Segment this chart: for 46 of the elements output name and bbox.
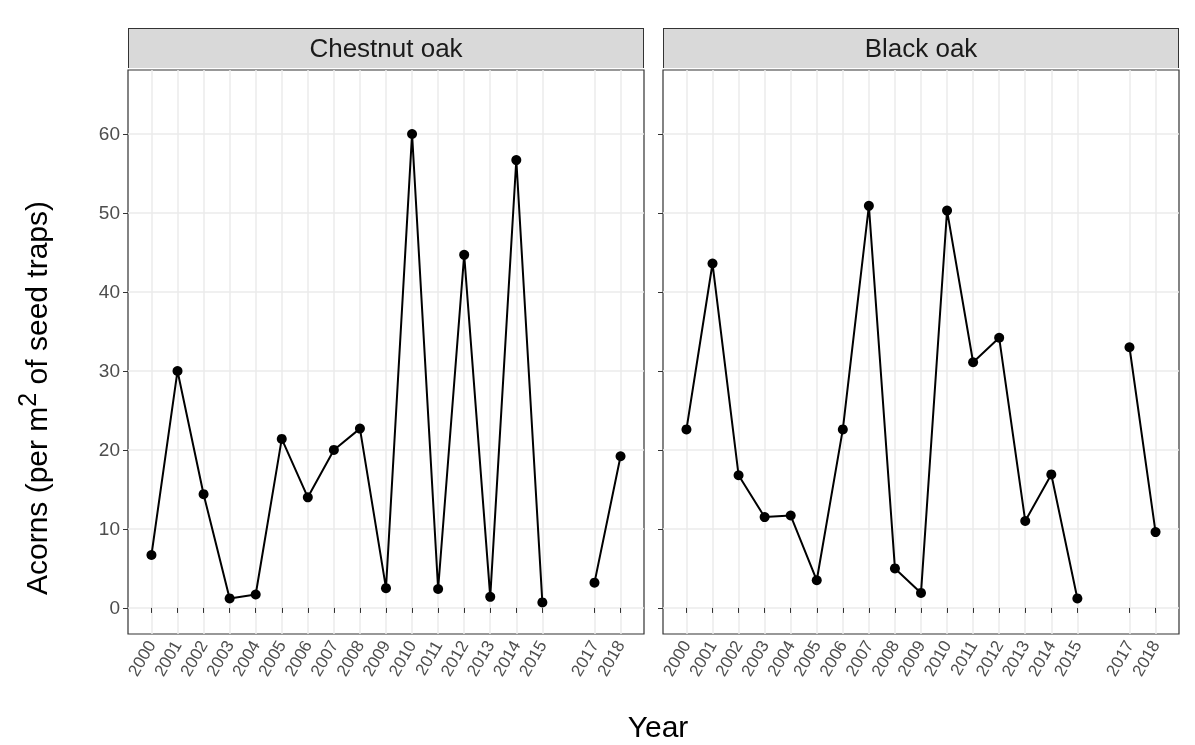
point bbox=[863, 200, 874, 211]
y-tick-label: 40 bbox=[98, 281, 120, 303]
y-tick-label: 30 bbox=[98, 360, 120, 382]
point bbox=[837, 424, 848, 435]
point bbox=[1072, 593, 1083, 604]
point bbox=[224, 593, 235, 604]
point bbox=[407, 128, 418, 139]
point bbox=[707, 258, 718, 269]
point bbox=[354, 423, 365, 434]
point bbox=[511, 155, 522, 166]
point bbox=[889, 563, 900, 574]
y-tick-label: 10 bbox=[98, 518, 120, 540]
point bbox=[381, 583, 391, 594]
y-tick-label: 50 bbox=[98, 202, 120, 224]
point bbox=[328, 444, 339, 455]
point bbox=[916, 587, 926, 598]
point bbox=[968, 357, 979, 368]
point bbox=[615, 451, 626, 462]
point bbox=[589, 577, 600, 588]
point bbox=[433, 583, 444, 594]
point bbox=[681, 424, 692, 435]
point bbox=[942, 205, 953, 216]
point bbox=[1150, 527, 1161, 538]
point bbox=[1046, 469, 1057, 480]
point bbox=[172, 365, 183, 376]
point bbox=[146, 550, 157, 561]
x-axis-title: Year bbox=[626, 710, 690, 744]
y-tick-label: 0 bbox=[109, 597, 120, 619]
point bbox=[1124, 342, 1135, 353]
point bbox=[276, 433, 287, 444]
point bbox=[733, 470, 744, 481]
y-tick-label: 20 bbox=[98, 439, 120, 461]
point bbox=[198, 489, 209, 500]
point bbox=[537, 597, 548, 608]
point bbox=[485, 591, 496, 602]
y-tick-label: 60 bbox=[98, 123, 120, 145]
point bbox=[1020, 516, 1031, 527]
point bbox=[994, 332, 1005, 343]
point bbox=[811, 575, 822, 586]
point bbox=[250, 589, 261, 600]
chart-title: Black oak bbox=[663, 28, 1179, 68]
point bbox=[459, 249, 470, 260]
point bbox=[759, 512, 770, 523]
point bbox=[302, 492, 313, 503]
chart-title: Chestnut oak bbox=[128, 28, 644, 68]
point bbox=[785, 510, 796, 521]
